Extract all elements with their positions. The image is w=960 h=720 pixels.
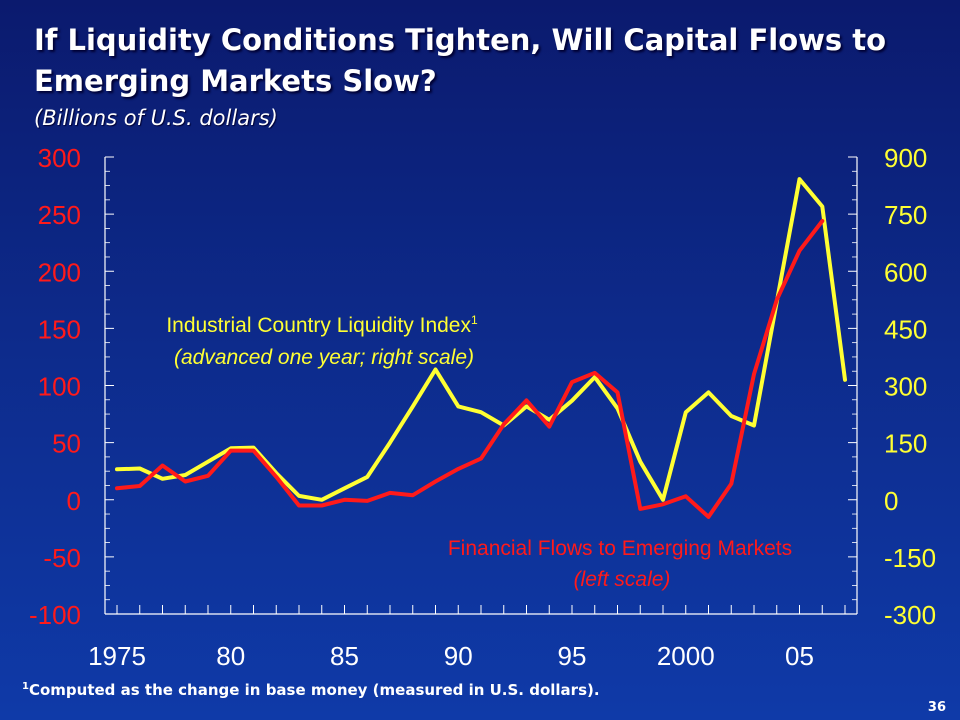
left-axis-tick-label: 0 (67, 486, 81, 516)
left-axis-tick-label: 250 (38, 200, 81, 230)
x-axis-tick-label: 2000 (657, 641, 715, 671)
series-label-financial-flows: Financial Flows to Emerging Markets (448, 537, 792, 560)
x-axis-tick-label: 1975 (88, 641, 146, 671)
left-axis-tick-label: -100 (29, 600, 81, 630)
right-axis-tick-label: 750 (884, 200, 927, 230)
liquidity-index-line (115, 177, 847, 502)
axes: 300 900 250 750 200 600 150 450 100 300 50 150 0 0 -50… (29, 143, 936, 671)
right-axis-tick-label: 150 (884, 429, 927, 459)
footnote: 1Computed as the change in base money (m… (22, 681, 600, 699)
right-axis-tick-label: 450 (884, 314, 927, 344)
series-label-liquidity-note: (advanced one year; right scale) (174, 346, 474, 369)
x-axis-tick-label: 80 (216, 641, 245, 671)
series-label-liquidity-superscript: 1 (471, 313, 478, 327)
series-label-financial-flows-note: (left scale) (574, 568, 671, 591)
slide-title: If Liquidity Conditions Tighten, Will Ca… (34, 23, 887, 98)
slide-subtitle: (Billions of U.S. dollars) (34, 106, 278, 130)
right-axis-tick-label: -300 (884, 600, 936, 630)
financial-flows-line (115, 219, 825, 519)
left-axis-tick-label: 50 (52, 429, 81, 459)
left-axis-tick-label: 200 (38, 257, 81, 287)
right-axis-tick-label: -150 (884, 543, 936, 573)
left-axis-tick-label: 300 (38, 143, 81, 173)
series-layer (115, 177, 847, 519)
left-axis-tick-label: 150 (38, 314, 81, 344)
right-axis-tick-label: 0 (884, 486, 898, 516)
left-axis-tick-label: -50 (43, 543, 81, 573)
series-label-liquidity: Industrial Country Liquidity Index1 (166, 313, 478, 337)
right-axis-tick-label: 900 (884, 143, 927, 173)
footnote-marker: 1 (22, 681, 29, 692)
x-axis-tick-label: 05 (785, 641, 814, 671)
page-number: 36 (927, 700, 946, 715)
x-axis-tick-label: 85 (330, 641, 359, 671)
right-axis-tick-label: 600 (884, 257, 927, 287)
x-axis-tick-label: 95 (558, 641, 587, 671)
left-axis-tick-label: 100 (38, 372, 81, 402)
x-axis-tick-label: 90 (444, 641, 473, 671)
series-label-liquidity-name: Industrial Country Liquidity Index (166, 314, 471, 337)
footnote-text: Computed as the change in base money (me… (28, 681, 600, 699)
right-axis-tick-label: 300 (884, 372, 927, 402)
